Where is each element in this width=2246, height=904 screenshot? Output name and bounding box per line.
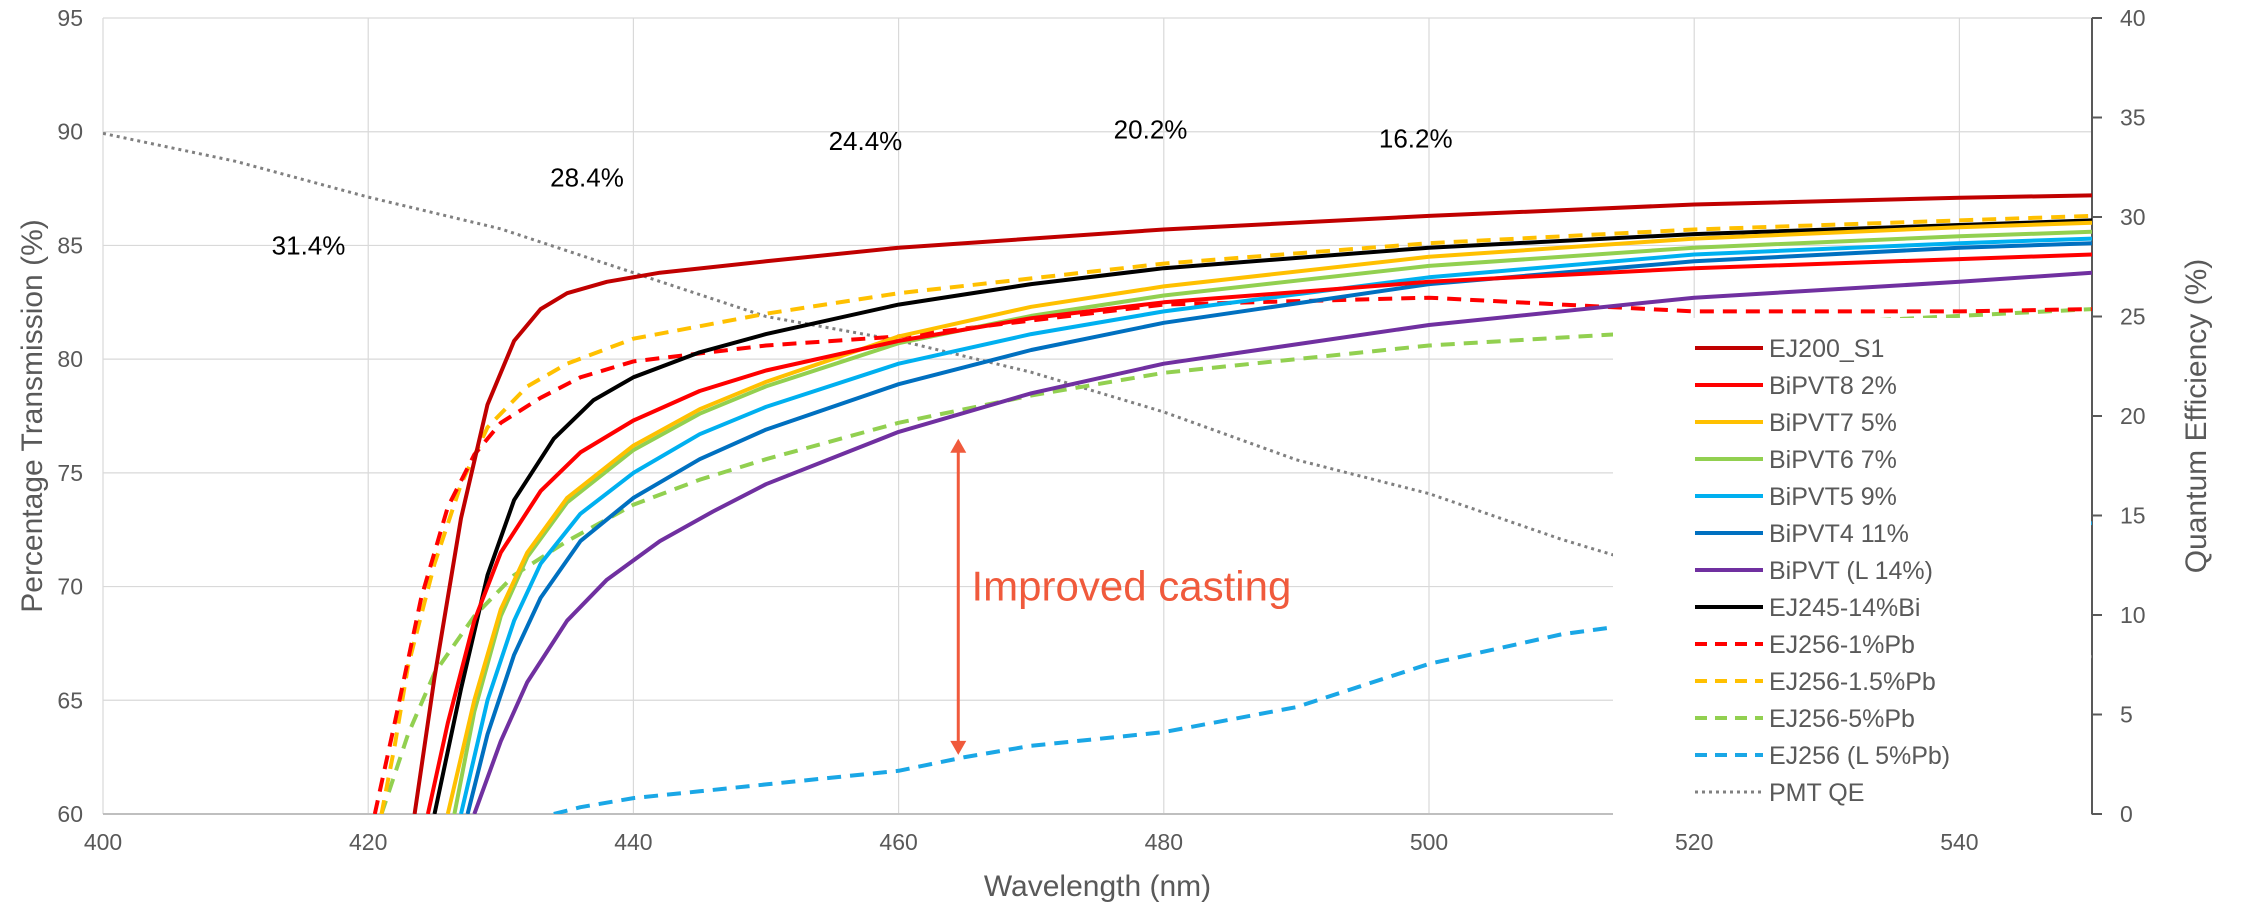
y-axis-title: Percentage Transmission (%)	[16, 219, 49, 613]
annotations: 31.4% 28.4% 24.4% 20.2% 16.2%	[272, 115, 1453, 261]
y-axis-ticks: 60 65 70 75 80 85 90 95	[57, 5, 83, 827]
legend-label: BiPVT7 5%	[1769, 409, 1897, 437]
legend-label: BiPVT4 11%	[1769, 520, 1909, 548]
legend-label: EJ245-14%Bi	[1769, 594, 1920, 622]
legend-box	[1613, 318, 2091, 816]
y-tick-label: 70	[57, 574, 83, 600]
x-tick-label: 480	[1145, 829, 1183, 855]
qe-annotation-label: 31.4%	[272, 231, 346, 261]
x-tick-label: 420	[349, 829, 387, 855]
x-axis-title: Wavelength (nm)	[984, 870, 1211, 903]
y2-tick-label: 25	[2120, 304, 2146, 330]
series-line-ej256-1-5-pb	[379, 213, 2092, 814]
x-tick-label: 520	[1675, 829, 1713, 855]
legend: EJ200_S1 BiPVT8 2% BiPVT7 5% BiPVT6 7% BiPVT…	[1613, 318, 2091, 816]
series-line-ej256-5-pb	[379, 307, 2092, 814]
series-line-bipvt5-9	[459, 236, 2092, 814]
legend-label: EJ256 (L 5%Pb)	[1769, 742, 1950, 770]
y-tick-label: 75	[57, 460, 83, 486]
series-line-bipvt8-2	[425, 252, 2092, 814]
x-tick-label: 500	[1410, 829, 1448, 855]
series-line-bipvt6-7	[452, 229, 2092, 814]
legend-label: EJ256-1%Pb	[1769, 631, 1915, 659]
callout: Improved casting	[950, 438, 1292, 755]
qe-annotation-label: 16.2%	[1379, 124, 1453, 154]
y-tick-label: 80	[57, 346, 83, 372]
y-tick-label: 85	[57, 232, 83, 258]
qe-annotation-label: 28.4%	[550, 162, 624, 192]
y2-tick-label: 40	[2120, 5, 2146, 31]
callout-arrowhead-up	[950, 438, 967, 453]
y-tick-label: 90	[57, 119, 83, 145]
y2-axis-ticks: 0 5 10 15 20 25 30 35 40	[2092, 5, 2146, 827]
series-line-ej200-s1	[412, 193, 2092, 814]
y2-tick-label: 20	[2120, 403, 2146, 429]
x-axis-ticks: 400 420 440 460 480 500 520 540	[84, 829, 1979, 855]
series-line-bipvt4-11	[465, 241, 2092, 814]
legend-label: EJ256-5%Pb	[1769, 705, 1915, 733]
y2-tick-label: 0	[2120, 801, 2133, 827]
y-tick-label: 95	[57, 5, 83, 31]
callout-arrowhead-down	[950, 740, 967, 755]
callout-text: Improved casting	[972, 563, 1292, 610]
legend-label: BiPVT8 2%	[1769, 372, 1897, 400]
series-line-ej256-1-pb	[372, 295, 2092, 814]
y2-tick-label: 35	[2120, 105, 2146, 131]
legend-label: EJ200_S1	[1769, 335, 1884, 363]
qe-annotation-label: 20.2%	[1114, 115, 1188, 145]
y-tick-label: 60	[57, 801, 83, 827]
y2-tick-label: 5	[2120, 702, 2133, 728]
x-tick-label: 440	[614, 829, 652, 855]
series-line-bipvt7-5	[445, 220, 2092, 814]
legend-label: BiPVT (L 14%)	[1769, 557, 1933, 585]
x-tick-label: 460	[879, 829, 917, 855]
legend-label: BiPVT6 7%	[1769, 446, 1897, 474]
legend-label: PMT QE	[1769, 779, 1864, 807]
x-tick-label: 540	[1940, 829, 1978, 855]
y2-tick-label: 15	[2120, 503, 2146, 529]
y2-axis-title: Quantum Efficiency (%)	[2180, 259, 2213, 574]
x-tick-label: 400	[84, 829, 122, 855]
y-tick-label: 65	[57, 687, 83, 713]
series-line-ej245-14-bi	[432, 218, 2092, 814]
legend-label: BiPVT5 9%	[1769, 483, 1897, 511]
qe-annotation-label: 24.4%	[829, 126, 903, 156]
y2-tick-label: 10	[2120, 602, 2146, 628]
series-line-bipvt-l-14	[472, 270, 2092, 814]
y2-tick-label: 30	[2120, 204, 2146, 230]
legend-label: EJ256-1.5%Pb	[1769, 668, 1936, 696]
